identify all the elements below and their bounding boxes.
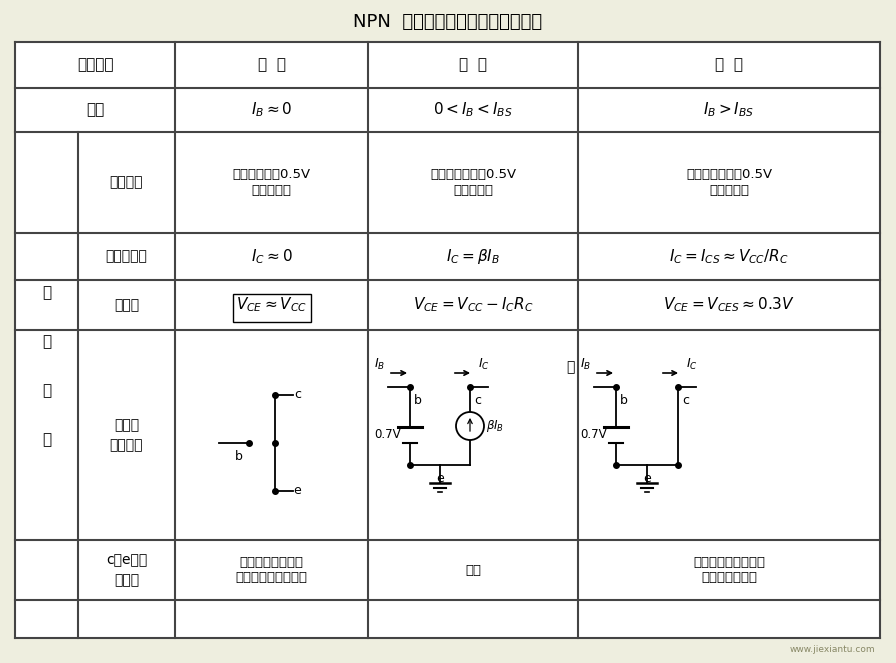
Text: $I_C$: $I_C$ bbox=[686, 357, 698, 371]
Text: c: c bbox=[475, 394, 481, 406]
Text: www.jiexiantu.com: www.jiexiantu.com bbox=[789, 646, 875, 654]
Text: 很大，约为数百千: 很大，约为数百千 bbox=[239, 556, 304, 569]
Text: 管压降: 管压降 bbox=[114, 298, 139, 312]
Text: c: c bbox=[683, 394, 690, 406]
Text: 饱  和: 饱 和 bbox=[715, 58, 743, 72]
Text: b: b bbox=[414, 394, 422, 406]
Text: 工

作

特

点: 工 作 特 点 bbox=[42, 284, 51, 448]
Text: 集电极电流: 集电极电流 bbox=[106, 249, 148, 263]
Text: 工作状态: 工作状态 bbox=[77, 58, 113, 72]
Text: 发射结电压＜0.5V: 发射结电压＜0.5V bbox=[232, 168, 311, 181]
Text: e: e bbox=[294, 485, 301, 497]
Text: $I_B$: $I_B$ bbox=[581, 357, 591, 371]
Text: e: e bbox=[643, 471, 650, 485]
Text: 、: 、 bbox=[565, 360, 574, 374]
Text: $I_C$: $I_C$ bbox=[478, 357, 490, 371]
Text: c、e间等
效内阻: c、e间等 效内阻 bbox=[106, 553, 147, 587]
Text: 条件: 条件 bbox=[86, 103, 104, 117]
Circle shape bbox=[456, 412, 484, 440]
Text: 0.7V: 0.7V bbox=[375, 428, 401, 442]
Text: 发射结正偏且＞0.5V: 发射结正偏且＞0.5V bbox=[686, 168, 772, 181]
Text: 集电结正偏: 集电结正偏 bbox=[709, 184, 749, 197]
Text: 放  大: 放 大 bbox=[459, 58, 487, 72]
Text: $I_C\approx0$: $I_C\approx0$ bbox=[251, 247, 292, 266]
Text: 0.7V: 0.7V bbox=[581, 428, 607, 442]
Bar bbox=[15, 42, 880, 638]
Text: 可变: 可变 bbox=[465, 564, 481, 577]
Text: $V_{CE}=V_{CES}\approx0.3V$: $V_{CE}=V_{CES}\approx0.3V$ bbox=[663, 296, 795, 314]
Text: $I_B\approx0$: $I_B\approx0$ bbox=[251, 101, 292, 119]
Text: b: b bbox=[235, 450, 243, 463]
Text: $I_C=I_{CS}\approx V_{CC}/R_C$: $I_C=I_{CS}\approx V_{CC}/R_C$ bbox=[669, 247, 789, 266]
Text: b: b bbox=[620, 394, 628, 406]
Text: 集电结反偏: 集电结反偏 bbox=[453, 184, 493, 197]
Text: 集电结反偏: 集电结反偏 bbox=[252, 184, 291, 197]
Text: 偏置情况: 偏置情况 bbox=[109, 176, 143, 190]
Text: $I_B>I_{BS}$: $I_B>I_{BS}$ bbox=[703, 101, 754, 119]
Text: $I_C=\beta I_B$: $I_C=\beta I_B$ bbox=[446, 247, 500, 266]
Text: NPN  型三极管三种工作状态的特点: NPN 型三极管三种工作状态的特点 bbox=[353, 13, 542, 31]
Text: $V_{CE}=V_{CC}-I_CR_C$: $V_{CE}=V_{CC}-I_CR_C$ bbox=[413, 296, 533, 314]
Text: c: c bbox=[294, 389, 301, 402]
Text: $I_B$: $I_B$ bbox=[375, 357, 385, 371]
Text: 发射结正偏且＞0.5V: 发射结正偏且＞0.5V bbox=[430, 168, 516, 181]
Text: 相当于开关闭合: 相当于开关闭合 bbox=[701, 571, 757, 584]
Bar bbox=[232, 294, 311, 322]
Text: $V_{CE}\approx V_{CC}$: $V_{CE}\approx V_{CC}$ bbox=[236, 296, 307, 314]
Text: 截  止: 截 止 bbox=[257, 58, 286, 72]
Text: 欧，相当于开关断开: 欧，相当于开关断开 bbox=[236, 571, 307, 584]
Text: e: e bbox=[436, 471, 444, 485]
Text: 很小，约为数百欧，: 很小，约为数百欧， bbox=[693, 556, 765, 569]
Text: 近似的
等效电路: 近似的 等效电路 bbox=[109, 418, 143, 452]
Text: $\beta I_B$: $\beta I_B$ bbox=[486, 418, 504, 434]
Text: $0<I_B<I_{BS}$: $0<I_B<I_{BS}$ bbox=[433, 101, 513, 119]
